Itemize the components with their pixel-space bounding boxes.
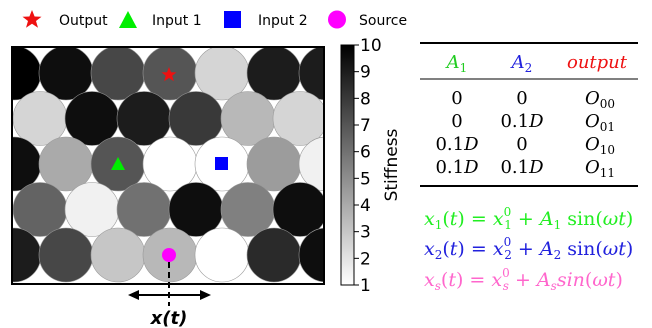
particle <box>142 136 198 192</box>
colorbar-tick-label: 7 <box>360 116 371 136</box>
legend-output-label: Output <box>59 13 108 29</box>
table-cell-output: O10 <box>585 134 615 157</box>
condition-table: A1 A2 output 0 0 O00 0 0.1D O01 0.1D 0 O… <box>420 42 638 187</box>
table-header-a1: A1 <box>445 52 468 75</box>
colorbar-label: Stiffness <box>382 128 402 201</box>
particle <box>12 182 68 237</box>
table-cell-a1: 0 <box>451 111 462 132</box>
table-cell-output: O11 <box>585 157 615 180</box>
source-circle-marker <box>162 248 176 262</box>
particle <box>220 182 276 237</box>
particle <box>168 91 224 146</box>
particle <box>194 227 250 283</box>
source-motion-indicator: x(t) <box>128 262 211 328</box>
particle <box>90 227 146 283</box>
particle <box>12 91 68 146</box>
particle <box>246 47 302 101</box>
arrow-right-icon <box>200 290 211 300</box>
colorbar-tick-label: 1 <box>360 276 371 296</box>
table-cell-a1: 0.1D <box>435 134 479 155</box>
particle-grid <box>12 47 324 283</box>
particle <box>38 227 94 283</box>
colorbar-tick-label: 9 <box>360 63 371 83</box>
particle <box>116 91 172 146</box>
table-cell-a2: 0 <box>516 88 527 109</box>
colorbar-tick-label: 2 <box>360 249 371 269</box>
equation-input1: x1(t) = x0 1 + A1 sin(ωt) <box>424 205 633 232</box>
output-star-marker <box>161 67 177 82</box>
particle <box>64 182 120 237</box>
table-cell-a1: 0 <box>451 88 462 109</box>
motion-label: x(t) <box>150 308 188 328</box>
particle <box>246 136 302 192</box>
table-cell-a2: 0.1D <box>500 157 544 178</box>
arrow-left-icon <box>128 290 139 300</box>
colorbar-tick-label: 3 <box>360 223 371 243</box>
particle <box>64 91 120 146</box>
particle-panel <box>11 46 325 285</box>
particle <box>38 136 94 192</box>
table-cell-a2: 0 <box>516 134 527 155</box>
legend-source-label: Source <box>359 13 407 29</box>
triangle-icon <box>119 11 137 28</box>
motion-equations: x1(t) = x0 1 + A1 sin(ωt) x2(t) = x0 2 + A… <box>424 205 633 293</box>
particle <box>116 182 172 237</box>
table-cell-output: O01 <box>585 111 615 134</box>
colorbar-tick-label: 4 <box>360 196 371 216</box>
colorbar-tick-label: 6 <box>360 143 371 163</box>
particle <box>298 136 324 192</box>
colorbar-ticks: 1 2 3 4 5 6 7 8 9 10 <box>354 36 382 296</box>
legend-input1-label: Input 1 <box>152 13 202 29</box>
equation-input2: x2(t) = x0 2 + A2 sin(ωt) <box>424 235 633 262</box>
particle <box>272 182 324 237</box>
particle <box>272 91 324 146</box>
particle <box>194 47 250 101</box>
particle <box>220 91 276 146</box>
legend-input2-label: Input 2 <box>258 13 308 29</box>
input2-square-marker <box>215 157 228 170</box>
colorbar-tick-label: 8 <box>360 89 371 109</box>
equation-source: xs(t) = x0 s + Assin(ωt) <box>424 266 623 293</box>
particle <box>246 227 302 283</box>
table-cell-a1: 0.1D <box>435 157 479 178</box>
particle <box>38 47 94 101</box>
colorbar-gradient <box>340 44 355 286</box>
table-header-output: output <box>567 52 628 73</box>
particle <box>168 182 224 237</box>
colorbar-tick-label: 10 <box>360 36 382 56</box>
colorbar: 1 2 3 4 5 6 7 8 9 10 Stiffness <box>340 36 402 296</box>
table-cell-output: O00 <box>585 88 615 111</box>
colorbar-tick-label: 5 <box>360 169 371 189</box>
particle <box>298 47 324 101</box>
circle-icon <box>328 10 346 29</box>
square-icon <box>224 11 241 28</box>
input1-triangle-marker <box>111 157 125 170</box>
star-icon <box>22 10 42 28</box>
table-header-a2: A2 <box>510 52 533 75</box>
particle <box>298 227 324 283</box>
table-cell-a2: 0.1D <box>500 111 544 132</box>
particle <box>90 47 146 101</box>
legend: Output Input 1 Input 2 Source <box>22 10 407 29</box>
